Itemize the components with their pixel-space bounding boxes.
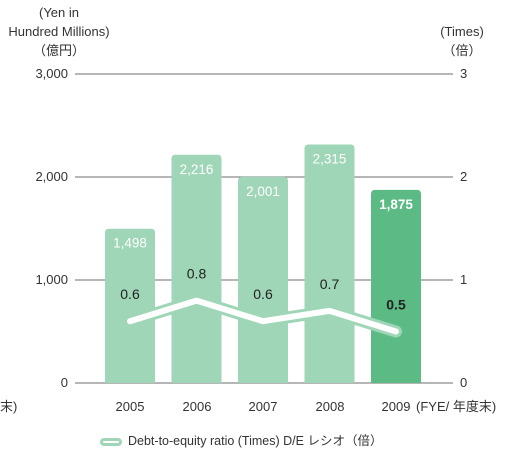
x-label-2006: 2006 xyxy=(182,399,212,414)
right-tick-3: 3 xyxy=(460,66,468,81)
left-axis-title-line-2: Hundred Millions) xyxy=(8,24,110,39)
ratio-label-2005: 0.6 xyxy=(120,286,140,302)
left-axis-title-line-3: （億円） xyxy=(32,43,85,58)
bar-2006 xyxy=(171,154,222,383)
bar-2009 xyxy=(371,189,421,383)
bar-2005 xyxy=(105,228,155,383)
bar-value-label-2006: 2,216 xyxy=(180,162,214,177)
x-axis-suffix: (FYE/ 年度末) xyxy=(416,399,497,414)
legend: Debt-to-equity ratio (Times) D/E レシオ（倍） xyxy=(100,430,382,449)
left-axis-title-line-1: (Yen in xyxy=(39,5,79,20)
left-tick-3000: 3,000 xyxy=(35,66,68,81)
ratio-label-2006: 0.8 xyxy=(187,266,207,282)
legend-line-label: Debt-to-equity ratio (Times) D/E レシオ（倍） xyxy=(128,434,383,448)
x-label-2005: 2005 xyxy=(115,399,145,414)
bar-2008 xyxy=(304,144,355,383)
ratio-line xyxy=(127,297,399,335)
right-tick-1: 1 xyxy=(460,272,468,287)
bar-value-label-2008: 2,315 xyxy=(313,152,347,167)
x-label-2009: 2009 xyxy=(381,399,411,414)
bar-value-label-2005: 1,498 xyxy=(113,236,147,251)
bar-2007 xyxy=(238,176,288,383)
legend-line-swatch xyxy=(100,437,122,446)
bar-value-label-2009: 1,875 xyxy=(379,197,413,212)
right-tick-2: 2 xyxy=(460,169,468,184)
left-tick-0: 0 xyxy=(60,375,68,390)
ratio-label-2007: 0.6 xyxy=(253,286,273,302)
ratio-label-2009: 0.5 xyxy=(386,297,406,313)
x-label-2007: 2007 xyxy=(248,399,278,414)
ratio-label-2008: 0.7 xyxy=(320,276,340,292)
bar-value-label-2007: 2,001 xyxy=(246,184,280,199)
x-label-2008: 2008 xyxy=(315,399,345,414)
right-axis-title-line-1: (Times) xyxy=(440,24,484,39)
left-tick-2000: 2,000 xyxy=(35,169,68,184)
left-tick-1000: 1,000 xyxy=(35,272,68,287)
right-tick-0: 0 xyxy=(460,375,468,390)
right-axis-title-line-2: （倍） xyxy=(442,43,482,58)
x-axis-partial-label: 末) xyxy=(0,399,18,414)
